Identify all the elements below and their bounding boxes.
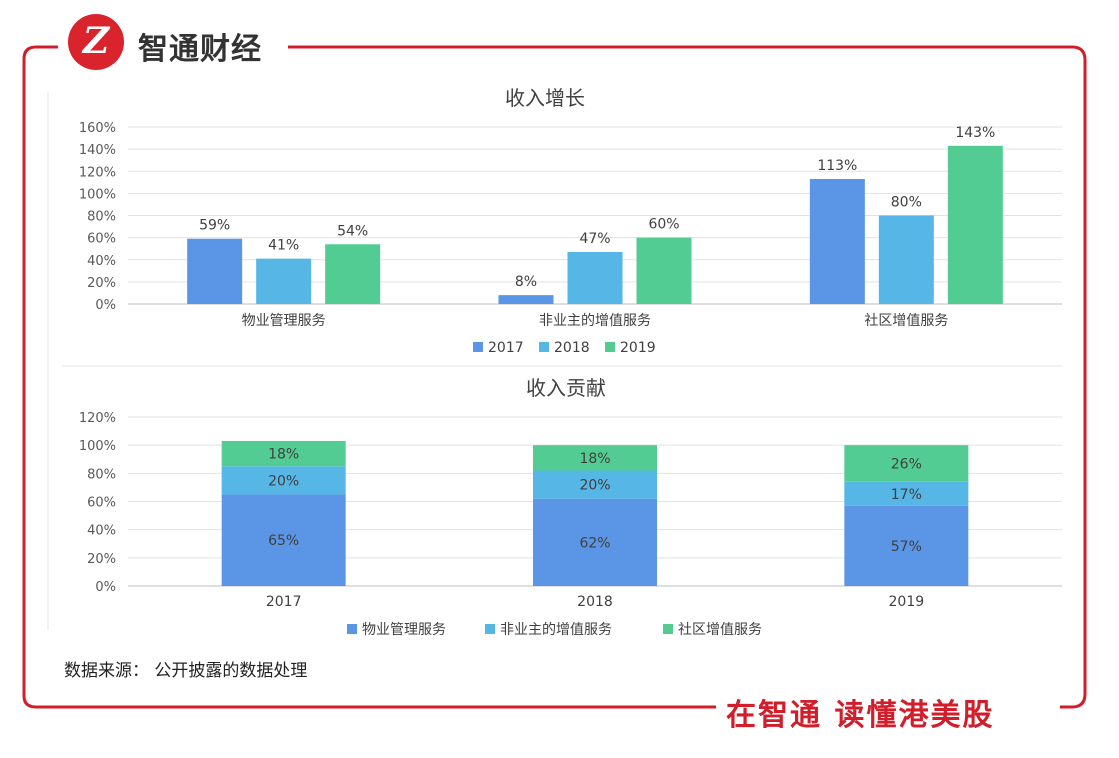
growth-legend-label: 2017	[488, 340, 524, 356]
growth-y-tick-label: 100%	[79, 187, 116, 202]
growth-bar	[947, 145, 1003, 304]
growth-bar	[187, 238, 243, 304]
contribution-legend-swatch	[347, 624, 357, 634]
contribution-data-label: 26%	[891, 456, 922, 472]
contribution-bar-segment	[221, 466, 346, 495]
growth-x-category-label: 社区增值服务	[864, 313, 948, 329]
growth-bar	[809, 178, 865, 304]
growth-legend-label: 2018	[554, 340, 590, 356]
growth-chart-title: 收入增长	[505, 86, 585, 110]
brand-name: 智通财经	[138, 32, 262, 67]
contribution-legend-label: 物业管理服务	[362, 622, 446, 638]
growth-data-label: 143%	[955, 125, 995, 141]
growth-data-label: 59%	[199, 218, 230, 234]
contribution-bar-segment	[221, 440, 346, 467]
contribution-data-label: 20%	[579, 478, 610, 494]
contribution-chart-title: 收入贡献	[526, 376, 606, 400]
growth-legend-swatch	[539, 342, 549, 352]
growth-legend-swatch	[473, 342, 483, 352]
growth-y-tick-label: 140%	[79, 143, 116, 158]
growth-legend-swatch	[605, 342, 615, 352]
revenue-contribution-chart: 收入贡献 0% 20% 40% 60% 80% 100% 120% 65% 20% 18% 62%…	[79, 376, 1062, 638]
growth-data-label: 80%	[891, 195, 922, 211]
growth-bar	[567, 252, 623, 304]
growth-x-category-label: 非业主的增值服务	[539, 313, 651, 329]
revenue-growth-chart: 收入增长 0% 20% 40% 60% 80% 100% 120% 140% 160% 59% 4…	[79, 86, 1062, 356]
growth-y-tick-label: 80%	[87, 210, 116, 225]
contribution-y-tick-label: 60%	[87, 496, 116, 511]
contribution-bar-segment	[533, 445, 657, 471]
contribution-legend-label: 非业主的增值服务	[500, 622, 612, 638]
growth-bar	[256, 258, 312, 304]
contribution-x-category-label: 2017	[266, 594, 302, 610]
growth-data-label: 47%	[579, 231, 610, 247]
contribution-data-label: 65%	[268, 533, 299, 549]
contribution-x-category-label: 2018	[577, 594, 613, 610]
contribution-y-tick-label: 40%	[87, 524, 116, 539]
growth-y-tick-label: 20%	[87, 276, 116, 291]
contribution-y-tick-label: 120%	[79, 411, 116, 426]
growth-data-label: 8%	[515, 274, 537, 290]
contribution-legend-swatch	[485, 624, 495, 634]
contribution-legend-swatch	[663, 624, 673, 634]
contribution-data-label: 20%	[268, 473, 299, 489]
contribution-y-tick-label: 20%	[87, 552, 116, 567]
growth-bar	[325, 244, 381, 304]
source-note: 数据来源： 公开披露的数据处理	[64, 661, 308, 681]
growth-x-category-label: 物业管理服务	[242, 313, 326, 329]
growth-legend-label: 2019	[620, 340, 656, 356]
contribution-y-tick-label: 0%	[95, 580, 116, 595]
growth-data-label: 41%	[268, 238, 299, 254]
growth-y-tick-label: 160%	[79, 121, 116, 136]
growth-data-label: 60%	[648, 217, 679, 233]
growth-bar	[636, 237, 692, 304]
contribution-data-label: 18%	[268, 447, 299, 463]
contribution-data-label: 17%	[891, 487, 922, 503]
contribution-y-tick-label: 80%	[87, 467, 116, 482]
contribution-bar-segment	[844, 481, 969, 506]
growth-bar	[498, 295, 554, 304]
contribution-y-tick-label: 100%	[79, 439, 116, 454]
contribution-bar-segment	[533, 498, 657, 586]
contribution-data-label: 18%	[579, 451, 610, 467]
contribution-bar-segment	[844, 505, 969, 586]
contribution-legend-label: 社区增值服务	[678, 622, 762, 638]
contribution-data-label: 57%	[891, 539, 922, 555]
growth-data-label: 54%	[337, 223, 368, 239]
contribution-bar-segment	[533, 470, 657, 499]
slogan: 在智通 读懂港美股	[726, 698, 995, 733]
contribution-data-label: 62%	[579, 535, 610, 551]
contribution-x-category-label: 2019	[889, 594, 925, 610]
brand-logo-icon: Z	[68, 14, 124, 70]
contribution-bar-segment	[221, 494, 346, 586]
contribution-bar-segment	[844, 445, 969, 482]
growth-y-tick-label: 0%	[95, 298, 116, 313]
growth-y-tick-label: 40%	[87, 254, 116, 269]
growth-bar	[878, 215, 934, 304]
growth-data-label: 113%	[817, 158, 857, 174]
growth-y-tick-label: 60%	[87, 232, 116, 247]
brand-logo-glyph: Z	[82, 20, 110, 62]
growth-y-tick-label: 120%	[79, 165, 116, 180]
